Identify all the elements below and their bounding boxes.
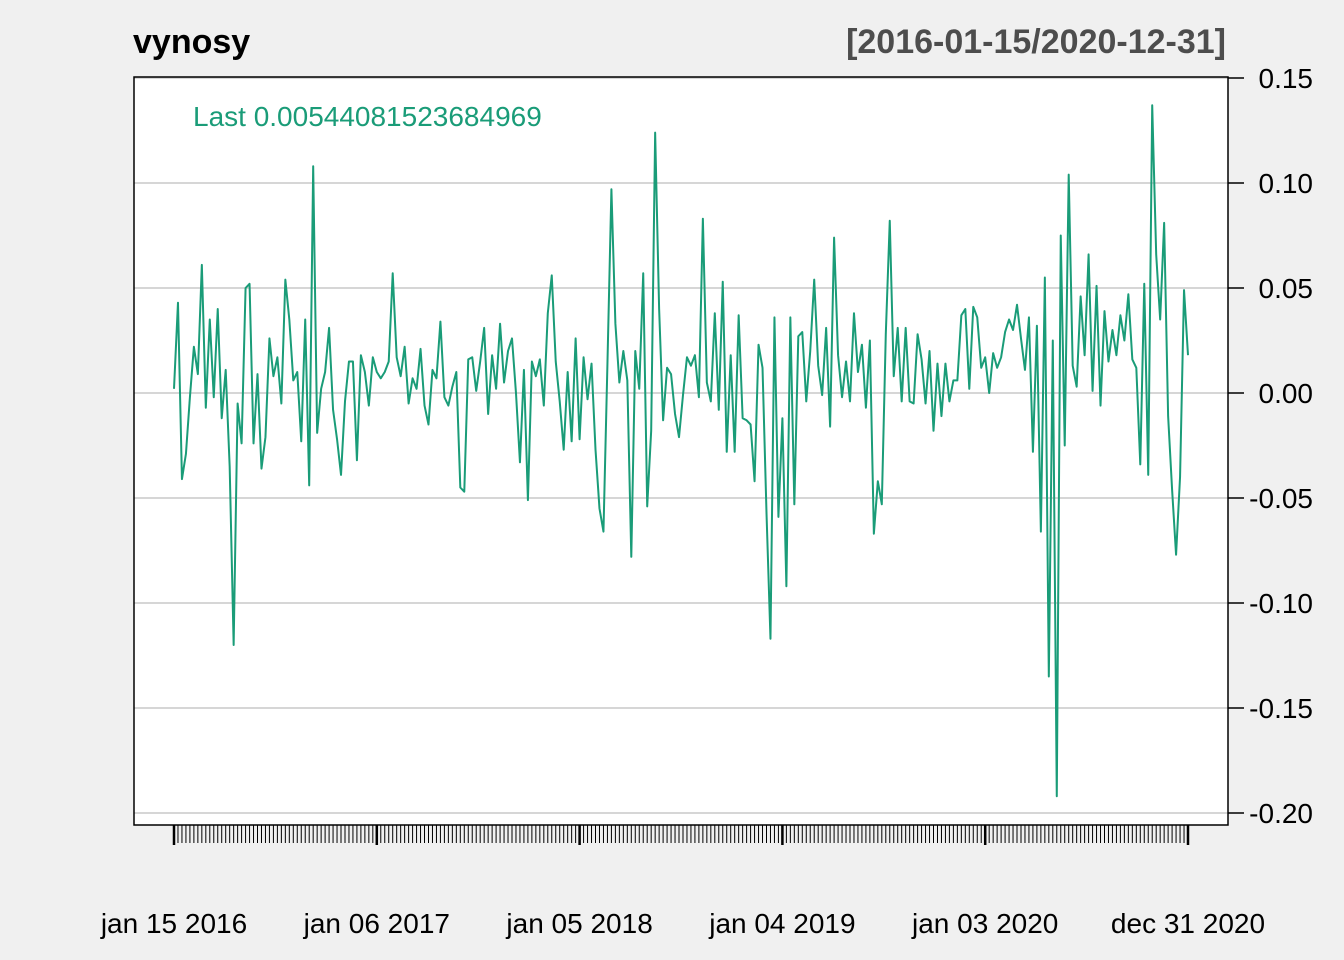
y-tick-label: -0.05 [1249, 483, 1313, 514]
x-tick-label: jan 15 2016 [100, 908, 247, 939]
x-axis: jan 15 2016 jan 06 2017 jan 05 2018 jan 04 … [100, 825, 1265, 939]
chart-date-range: [2016-01-15/2020-12-31] [846, 23, 1226, 61]
x-tick-label: jan 03 2020 [911, 908, 1058, 939]
y-tick-label: 0.10 [1259, 168, 1314, 199]
x-tick-label: jan 06 2017 [303, 908, 450, 939]
y-tick-label: -0.20 [1249, 798, 1313, 829]
y-tick-label: 0.05 [1259, 273, 1314, 304]
x-tick-label: dec 31 2020 [1111, 908, 1265, 939]
chart-title: vynosy [133, 23, 250, 61]
series-line [173, 104, 1189, 798]
y-tick-label: 0.00 [1259, 378, 1314, 409]
y-axis: 0.15 0.10 0.05 0.00 -0.05 -0.10 -0.15 -0.20 [1228, 63, 1313, 829]
y-tick-label: -0.10 [1249, 588, 1313, 619]
y-tick-label: -0.15 [1249, 693, 1313, 724]
last-value-label: Last 0.00544081523684969 [193, 101, 542, 132]
y-tick-label: 0.15 [1259, 63, 1314, 94]
plot-border [133, 76, 1229, 826]
x-tick-label: jan 05 2018 [505, 908, 652, 939]
x-tick-label: jan 04 2019 [708, 908, 855, 939]
plot-area [134, 77, 1228, 825]
